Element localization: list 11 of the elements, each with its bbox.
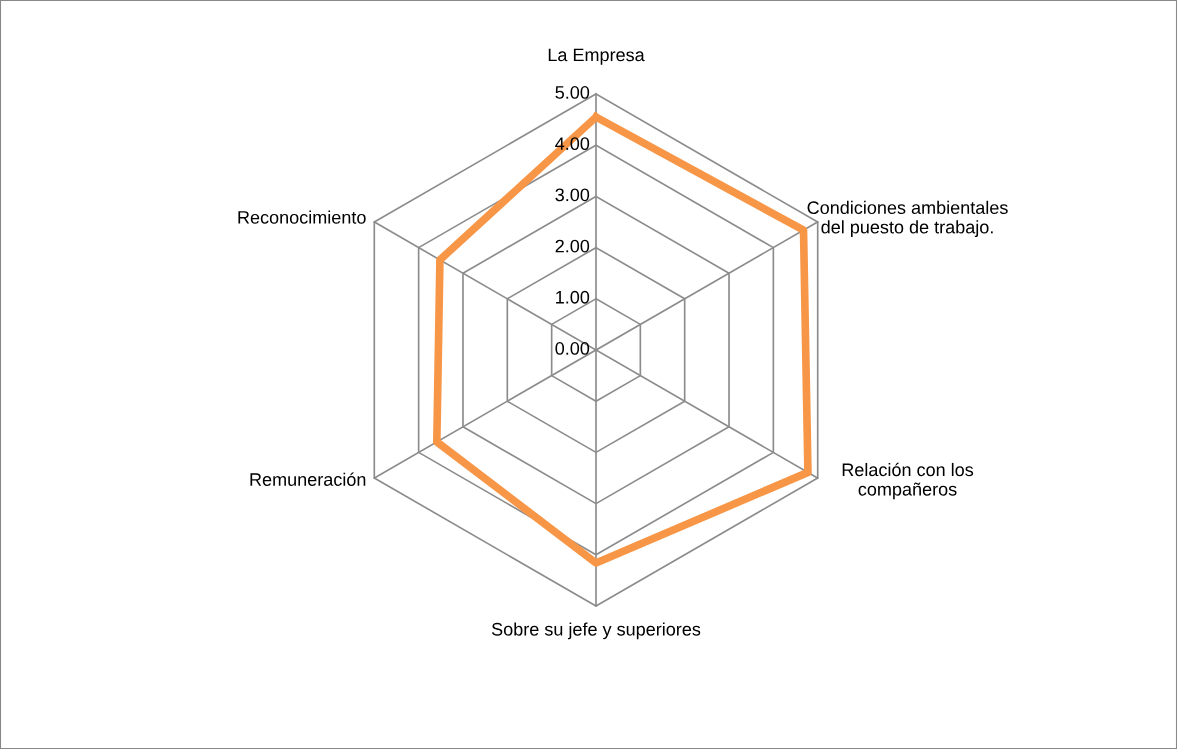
spoke-label: Condiciones ambientales del puesto de trabajo. [807, 200, 1008, 238]
spoke-label: Relación con los compañeros [842, 462, 974, 500]
y-tick-label: 5.00 [555, 86, 590, 99]
y-tick-label: 0.00 [555, 342, 590, 355]
spoke-label: Remuneración [250, 472, 366, 486]
y-tick-label: 1.00 [556, 290, 590, 304]
spoke-label: Sobre su jefe y superiores [491, 622, 701, 640]
y-tick-label: 2.00 [555, 239, 590, 253]
spoke-label: La Empresa [548, 48, 645, 65]
y-tick-label: 3.00 [555, 188, 590, 202]
spoke-label: Reconocimiento [238, 210, 366, 224]
